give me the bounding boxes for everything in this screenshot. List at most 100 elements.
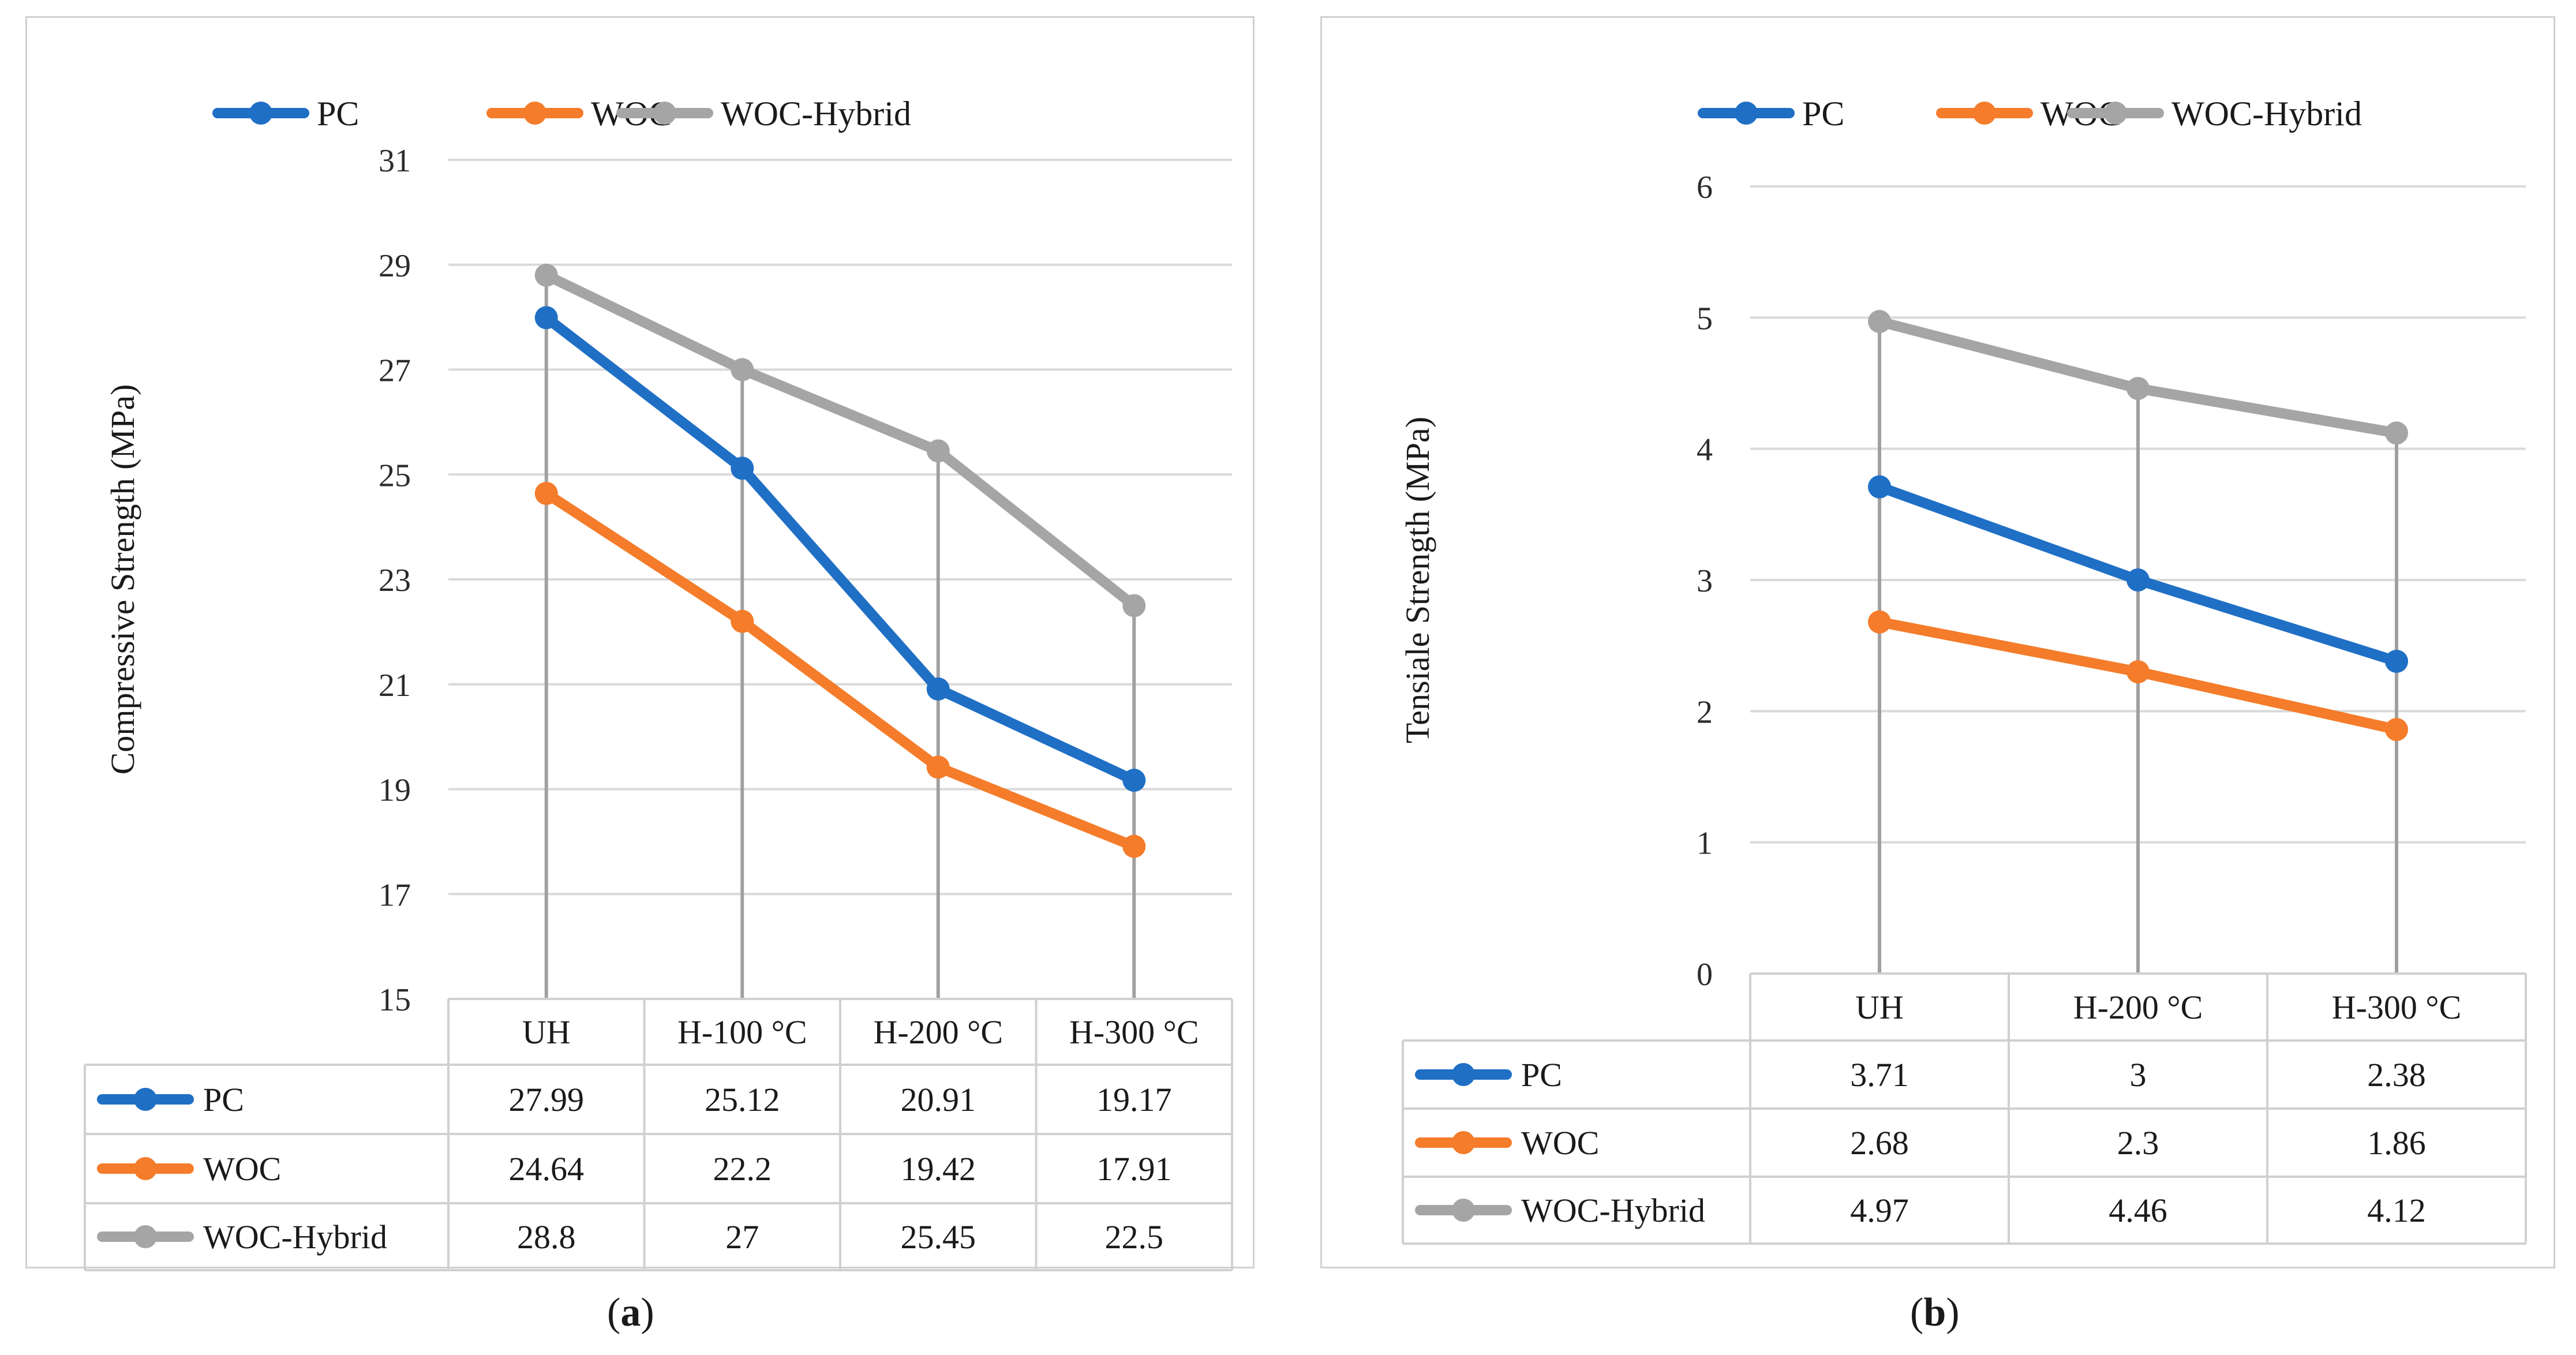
data-point-pc-uh — [1868, 475, 1891, 499]
table-key-marker-woc-hybrid — [1452, 1199, 1475, 1222]
legend-label-woc-hybrid: WOC-Hybrid — [2171, 95, 2362, 133]
table-row-label-pc: PC — [203, 1081, 244, 1118]
series-line-woc-hybrid — [541, 269, 1140, 611]
table-cell-woc-h-300-c: 1.86 — [2367, 1124, 2426, 1162]
table-cell-pc-uh: 3.71 — [1850, 1056, 1909, 1094]
data-point-woc-uh — [1868, 610, 1891, 634]
table-cell-pc-h-100-c: 25.12 — [705, 1081, 780, 1118]
table-header-h-200-c: H-200 °C — [873, 1013, 1003, 1051]
data-point-woc-h-200-c — [2126, 660, 2150, 684]
legend-label-pc: PC — [317, 95, 359, 133]
y-axis-title: Tensiale Strength (MPa) — [1399, 417, 1436, 743]
table-cell-woc-uh: 2.68 — [1850, 1124, 1909, 1162]
table-cell-pc-h-200-c: 20.91 — [901, 1081, 976, 1118]
table-cell-woc-hybrid-h-100-c: 27 — [725, 1218, 759, 1256]
table-cell-woc-hybrid-uh: 28.8 — [517, 1218, 576, 1256]
table-cell-woc-hybrid-h-300-c: 22.5 — [1105, 1218, 1164, 1256]
y-tick-label-23: 23 — [379, 563, 411, 598]
table-header-uh: UH — [1855, 989, 1904, 1026]
table-key-marker-woc-hybrid — [134, 1225, 157, 1248]
table-cell-woc-hybrid-uh: 4.97 — [1850, 1192, 1909, 1229]
table-cell-woc-h-200-c: 2.3 — [2117, 1124, 2159, 1162]
legend-marker-pc — [249, 102, 272, 125]
data-point-pc-h-300-c — [2385, 649, 2408, 673]
table-row-label-woc-hybrid: WOC-Hybrid — [1521, 1192, 1705, 1229]
y-tick-label-17: 17 — [379, 877, 411, 913]
data-point-woc-hybrid-h-200-c — [2126, 377, 2150, 400]
data-point-woc-h-300-c — [1122, 834, 1146, 858]
y-tick-label-29: 29 — [379, 248, 411, 284]
data-point-pc-h-200-c — [926, 677, 950, 701]
y-tick-label-27: 27 — [379, 353, 411, 389]
y-tick-label-31: 31 — [379, 143, 411, 179]
table-key-marker-pc — [1452, 1063, 1475, 1086]
table-cell-woc-h-300-c: 17.91 — [1096, 1150, 1172, 1188]
tensile-strength-chart: 0 1 2 3 4 5 6 Tensiale Strength (MPa) UH H-200 °C… — [1399, 95, 2527, 1245]
table-cell-woc-hybrid-h-200-c: 25.45 — [901, 1218, 976, 1256]
legend-label-woc-hybrid: WOC-Hybrid — [721, 95, 911, 133]
table-cell-pc-h-200-c: 3 — [2130, 1056, 2147, 1094]
series-line-pc — [541, 312, 1140, 786]
legend-marker-woc — [1973, 102, 1996, 125]
caption-a-letter: a — [620, 1290, 641, 1335]
table-cell-woc-hybrid-h-200-c: 4.46 — [2109, 1192, 2167, 1229]
data-point-pc-h-300-c — [1122, 769, 1146, 792]
y-tick-label-4: 4 — [1697, 432, 1713, 468]
table-header-h-300-c: H-300 °C — [2332, 989, 2462, 1026]
table-row-label-woc: WOC — [203, 1150, 281, 1188]
table-header-h-300-c: H-300 °C — [1069, 1013, 1199, 1051]
y-tick-label-2: 2 — [1697, 694, 1713, 730]
table-row-label-woc-hybrid: WOC-Hybrid — [203, 1218, 387, 1256]
y-tick-label-5: 5 — [1697, 301, 1713, 336]
data-point-woc-hybrid-h-300-c — [2385, 421, 2408, 445]
compressive-strength-chart: 15 17 19 21 23 25 27 29 31 Compressive Strength (… — [84, 95, 1233, 1271]
table-cell-woc-h-200-c: 19.42 — [901, 1150, 976, 1188]
data-point-woc-uh — [534, 481, 558, 505]
table-cell-woc-h-100-c: 22.2 — [713, 1150, 772, 1188]
y-tick-label-1: 1 — [1697, 826, 1713, 862]
table-cell-pc-h-300-c: 2.38 — [2367, 1056, 2426, 1094]
data-point-woc-hybrid-h-100-c — [731, 358, 754, 381]
table-key-marker-woc — [1452, 1131, 1475, 1154]
y-tick-label-15: 15 — [379, 982, 411, 1018]
y-tick-label-0: 0 — [1697, 957, 1713, 993]
legend-label-pc: PC — [1802, 95, 1844, 133]
table-cell-woc-uh: 24.64 — [509, 1150, 585, 1188]
table-key-marker-woc — [134, 1157, 157, 1180]
caption-b: (b) — [1910, 1290, 1960, 1335]
legend-marker-woc-hybrid — [653, 102, 676, 125]
table-header-h-100-c: H-100 °C — [677, 1013, 807, 1051]
legend-marker-pc — [1735, 102, 1758, 125]
table-header-uh: UH — [522, 1013, 571, 1051]
data-point-woc-h-100-c — [731, 609, 754, 633]
data-point-woc-hybrid-h-200-c — [926, 439, 950, 463]
data-point-woc-hybrid-h-300-c — [1122, 594, 1146, 617]
data-point-woc-hybrid-uh — [1868, 310, 1891, 334]
y-axis-title: Compressive Strength (MPa) — [104, 384, 141, 775]
data-point-woc-hybrid-uh — [534, 263, 558, 287]
series-line-woc — [541, 488, 1140, 852]
chart-panel-a: 15 17 19 21 23 25 27 29 31 Compressive Strength (… — [25, 16, 1255, 1271]
table-header-h-200-c: H-200 °C — [2073, 989, 2203, 1026]
table-cell-pc-h-300-c: 19.17 — [1096, 1081, 1172, 1118]
caption-a: (a) — [607, 1290, 654, 1335]
caption-b-letter: b — [1923, 1290, 1946, 1335]
legend-marker-woc-hybrid — [2104, 102, 2127, 125]
table-cell-woc-hybrid-h-300-c: 4.12 — [2367, 1192, 2426, 1229]
data-point-pc-h-200-c — [2126, 568, 2150, 592]
table-row-label-woc: WOC — [1521, 1124, 1599, 1162]
data-point-pc-uh — [534, 306, 558, 330]
chart-panel-b: 0 1 2 3 4 5 6 Tensiale Strength (MPa) UH H-200 °C… — [1320, 16, 2555, 1268]
table-key-marker-pc — [134, 1088, 157, 1111]
table-cell-pc-uh: 27.99 — [509, 1081, 585, 1118]
y-tick-label-25: 25 — [379, 458, 411, 493]
data-point-pc-h-100-c — [731, 456, 754, 480]
data-point-woc-h-300-c — [2385, 718, 2408, 742]
y-tick-label-19: 19 — [379, 773, 411, 808]
legend-marker-woc — [523, 102, 546, 125]
y-tick-label-21: 21 — [379, 668, 411, 703]
data-point-woc-h-200-c — [926, 755, 950, 779]
y-tick-label-3: 3 — [1697, 563, 1713, 599]
table-row-label-pc: PC — [1521, 1056, 1562, 1094]
y-tick-label-6: 6 — [1697, 170, 1713, 205]
